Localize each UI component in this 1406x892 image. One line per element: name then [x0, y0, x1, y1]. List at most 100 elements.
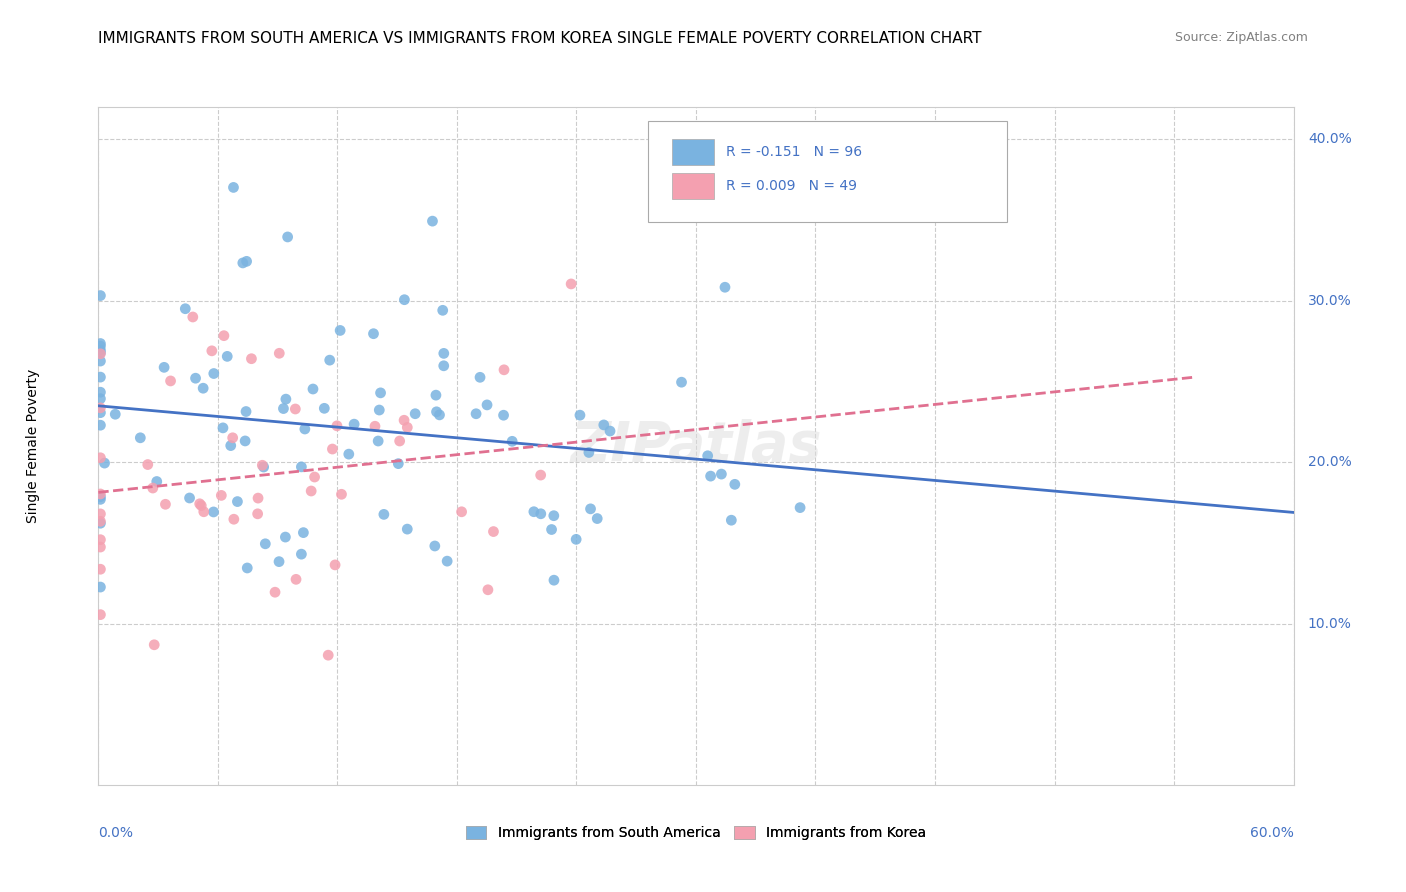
Point: [565, 533, 588, 547]
Point: [89, 533, 111, 547]
Point: [89, 343, 111, 357]
Point: [269, 346, 291, 360]
Point: [159, 374, 181, 388]
Point: [714, 280, 737, 294]
Point: [568, 408, 591, 422]
Point: [89, 487, 111, 501]
Point: [290, 459, 312, 474]
Point: [343, 417, 366, 432]
Point: [302, 382, 325, 396]
Point: [89, 354, 111, 368]
Point: [425, 388, 447, 402]
Point: [290, 547, 312, 561]
Text: IMMIGRANTS FROM SOUTH AMERICA VS IMMIGRANTS FROM KOREA SINGLE FEMALE POVERTY COR: IMMIGRANTS FROM SOUTH AMERICA VS IMMIGRA…: [98, 31, 981, 46]
Point: [221, 431, 243, 445]
Point: [321, 442, 343, 456]
Point: [89, 580, 111, 594]
Point: [252, 458, 274, 473]
Point: [274, 530, 297, 544]
Point: [468, 370, 491, 384]
Point: [579, 501, 602, 516]
Point: [370, 385, 392, 400]
Point: [396, 522, 419, 536]
Point: [217, 350, 239, 364]
Point: [492, 363, 515, 377]
Point: [699, 469, 721, 483]
Point: [267, 555, 290, 569]
Point: [191, 381, 214, 395]
Point: [368, 403, 391, 417]
Point: [599, 424, 621, 438]
Point: [89, 385, 111, 400]
Point: [254, 537, 277, 551]
Point: [671, 375, 693, 389]
Point: [367, 434, 389, 448]
Point: [89, 490, 111, 504]
Point: [264, 585, 287, 599]
FancyBboxPatch shape: [648, 120, 1007, 222]
Point: [789, 500, 811, 515]
Point: [89, 507, 111, 521]
Point: [326, 418, 349, 433]
Point: [387, 457, 409, 471]
Point: [145, 475, 167, 489]
Point: [363, 326, 385, 341]
Point: [142, 481, 165, 495]
Point: [314, 401, 336, 416]
Point: [246, 507, 269, 521]
Point: [89, 562, 111, 576]
Text: ZIPatlas: ZIPatlas: [571, 419, 821, 473]
Point: [143, 638, 166, 652]
Legend: Immigrants from South America, Immigrants from Korea: Immigrants from South America, Immigrant…: [460, 821, 932, 846]
Point: [432, 303, 454, 318]
Point: [373, 508, 395, 522]
Point: [89, 401, 111, 415]
Point: [212, 421, 235, 435]
Text: R = -0.151   N = 96: R = -0.151 N = 96: [725, 145, 862, 159]
Point: [337, 447, 360, 461]
Point: [578, 445, 600, 459]
Point: [89, 492, 111, 507]
Point: [423, 539, 446, 553]
Point: [202, 367, 225, 381]
Point: [316, 648, 339, 663]
Point: [273, 401, 295, 416]
Point: [201, 343, 224, 358]
Point: [89, 347, 111, 361]
Point: [482, 524, 505, 539]
Point: [304, 470, 326, 484]
Point: [104, 407, 127, 421]
Point: [394, 293, 416, 307]
Text: 40.0%: 40.0%: [1308, 132, 1351, 146]
Point: [226, 494, 249, 508]
Point: [89, 516, 111, 531]
Text: 0.0%: 0.0%: [98, 826, 134, 839]
Point: [89, 514, 111, 528]
Point: [89, 450, 111, 465]
Point: [89, 345, 111, 359]
Point: [475, 398, 498, 412]
Point: [89, 540, 111, 554]
Point: [465, 407, 488, 421]
Text: R = 0.009   N = 49: R = 0.009 N = 49: [725, 178, 856, 193]
Point: [212, 328, 235, 343]
Point: [530, 507, 553, 521]
Point: [294, 422, 316, 436]
Point: [253, 460, 276, 475]
Point: [285, 572, 308, 586]
Point: [299, 483, 322, 498]
Point: [433, 346, 456, 360]
Point: [89, 607, 111, 622]
Point: [188, 497, 211, 511]
Point: [89, 406, 111, 420]
Point: [129, 431, 152, 445]
Point: [592, 417, 614, 432]
Point: [724, 477, 747, 491]
Point: [240, 351, 263, 366]
Point: [190, 499, 212, 513]
Point: [329, 323, 352, 337]
Point: [209, 488, 232, 502]
Bar: [672, 173, 714, 199]
Point: [89, 370, 111, 384]
Point: [586, 511, 609, 525]
